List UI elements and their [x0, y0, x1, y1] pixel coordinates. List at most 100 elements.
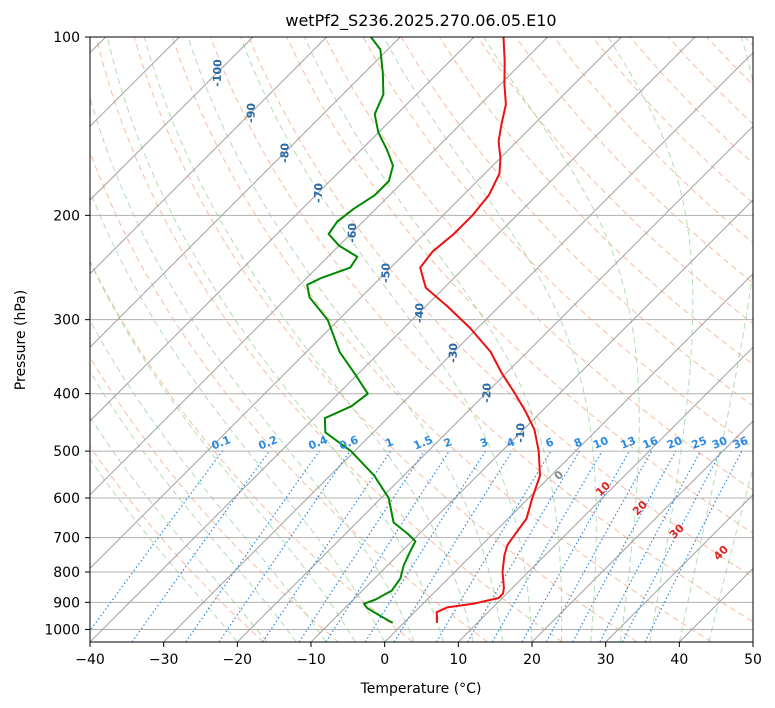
mixing-ratio-line	[131, 450, 270, 642]
isotherm-line	[90, 37, 549, 496]
y-tick-label: 300	[53, 313, 80, 329]
y-tick-label: 900	[53, 595, 80, 611]
dry-adiabat	[90, 445, 264, 642]
x-tick-label: 20	[523, 652, 541, 668]
y-tick-label: 500	[53, 444, 80, 460]
mixing-ratio-line	[572, 450, 677, 642]
isotherm-label: -40	[413, 302, 427, 323]
mixing-ratio-line	[90, 450, 223, 632]
x-tick-label: −20	[223, 652, 253, 668]
mixing-ratio-label: 8	[572, 435, 584, 450]
y-axis-label: Pressure (hPa)	[13, 290, 29, 390]
dewpoint-profile-line	[306, 37, 417, 624]
isotherm-line	[90, 37, 401, 349]
isotherm-line	[90, 37, 328, 275]
y-tick-label: 400	[53, 387, 80, 403]
y-tick-label: 1000	[44, 622, 80, 638]
moist-adiabat	[90, 319, 327, 642]
mixing-ratio-line	[262, 450, 392, 642]
profile-series	[306, 37, 541, 624]
mixing-ratio-line	[545, 450, 653, 642]
moist-adiabat	[304, 37, 563, 642]
x-axis-label: Temperature (°C)	[360, 681, 482, 697]
isotherm-label: -50	[379, 262, 393, 283]
y-tick-label: 200	[53, 208, 80, 224]
dry-adiabat	[90, 259, 414, 642]
y-tick-label: 600	[53, 491, 80, 507]
isotherm-line	[605, 493, 753, 642]
moist-adiabat	[90, 458, 238, 642]
mixing-ratio-line	[325, 450, 450, 642]
moist-adiabat	[678, 37, 753, 642]
dry-adiabat	[171, 37, 712, 642]
mixing-ratio-line	[185, 450, 320, 642]
y-tick-label: 100	[53, 30, 80, 46]
moist-adiabat	[240, 37, 533, 642]
y-tick-label: 700	[53, 531, 80, 547]
isotherm-label: -80	[278, 142, 292, 163]
mixing-ratio-label: 30	[710, 434, 729, 452]
moist-adiabat	[90, 416, 268, 642]
isotherm-label: -70	[312, 182, 326, 203]
x-tick-label: 0	[380, 652, 389, 668]
x-axis: −40 −30 −20 −10 0 10 20 30 40 50	[75, 642, 762, 668]
dry-adiabat	[90, 356, 339, 642]
dry-adiabat	[133, 37, 638, 642]
dry-adiabat	[95, 37, 563, 642]
moist-adiabat	[106, 37, 445, 642]
isotherm-line	[90, 37, 622, 570]
dry-adiabat	[210, 37, 753, 623]
isotherm-line	[310, 199, 753, 642]
x-tick-label: 10	[449, 652, 467, 668]
mixing-ratio-label: 20	[665, 434, 684, 452]
moist-adiabat	[90, 370, 297, 642]
background-lines	[90, 37, 753, 642]
mixing-ratio-line	[521, 450, 631, 642]
isotherm-line	[90, 37, 254, 201]
x-tick-label: −30	[149, 652, 179, 668]
isotherm-label: -90	[244, 102, 258, 123]
moist-adiabat	[607, 37, 694, 642]
dry-adiabat	[515, 37, 753, 284]
y-axis: 100 200 300 400 500 600 700 800 900 1000	[44, 30, 90, 638]
isotherm-line	[90, 37, 475, 422]
moist-adiabat	[90, 260, 356, 642]
isotherm-line	[384, 272, 753, 642]
mixing-ratio-label: 2	[442, 435, 454, 450]
moist-adiabat	[143, 37, 474, 642]
isotherm-label: -100	[211, 59, 225, 87]
isotherm-label: -30	[447, 342, 461, 363]
isotherm-label: -10	[514, 422, 528, 443]
dry-adiabat	[286, 37, 753, 534]
mixing-ratio-label: 16	[641, 434, 660, 452]
mixing-ratio-label: 1	[383, 435, 395, 450]
y-tick-label: 800	[53, 565, 80, 581]
dry-adiabat	[248, 37, 753, 578]
temperature-profile-line	[419, 37, 541, 623]
mixing-ratio-line	[644, 450, 743, 642]
mixing-ratio-label: 36	[731, 434, 750, 452]
x-tick-label: −10	[296, 652, 326, 668]
moist-adiabat	[483, 37, 640, 642]
chart-title: wetPf2_S236.2025.270.06.05.E10	[285, 11, 556, 31]
mixing-ratio-label: 10	[591, 434, 610, 452]
moist-adiabat	[383, 37, 597, 642]
x-tick-label: 50	[744, 652, 762, 668]
mixing-ratio-line	[298, 450, 425, 642]
x-tick-label: 40	[670, 652, 688, 668]
moist-adiabat	[90, 189, 386, 642]
x-tick-label: 30	[597, 652, 615, 668]
moist-adiabat	[708, 466, 753, 642]
moist-adiabat	[90, 95, 415, 642]
mixing-ratio-label: 25	[690, 434, 709, 452]
plot-frame	[89, 36, 754, 643]
isotherm-line	[90, 37, 696, 642]
isotherm-line	[531, 420, 753, 642]
mixing-ratio-label: 3	[478, 435, 490, 450]
isotherm-label: -60	[345, 222, 359, 243]
line-labels: -100-90-80-70-60-50-40-30-20-100.1 0.2 0.4…	[210, 59, 751, 563]
mixing-ratio-label: 13	[619, 434, 638, 452]
isotherm-line	[163, 51, 753, 642]
